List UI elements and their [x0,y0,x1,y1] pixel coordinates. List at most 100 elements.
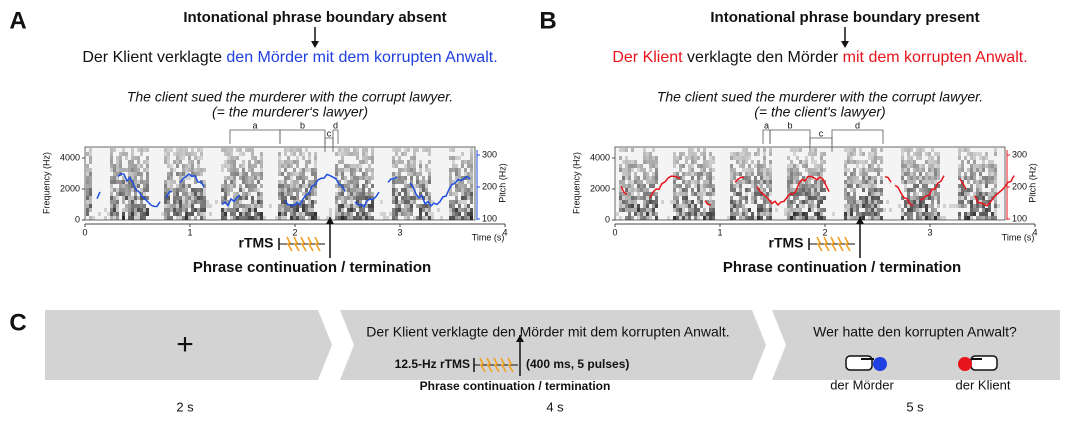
spectrogram-cell [856,212,859,216]
spectrogram-cell [877,204,880,208]
spectrogram-cell [350,180,353,184]
spectrogram-cell [730,164,733,168]
spectrogram-cell [796,196,799,200]
spectrogram-cell [290,164,293,168]
spectrogram-cell [973,212,976,216]
choice-dot[interactable] [873,357,887,371]
spectrogram-cell [356,164,359,168]
spectrogram-cell [970,156,973,160]
spectrogram-cell [137,172,140,176]
spectrogram-cell [634,176,637,180]
spectrogram-cell [619,188,622,192]
spectrogram-cell [820,200,823,204]
choice-dot[interactable] [958,357,972,371]
spectrogram-cell [338,160,341,164]
spectrogram-cell [314,184,317,188]
spectrogram-cell [143,148,146,152]
spectrogram-cell [242,168,245,172]
spectrogram-cell [395,160,398,164]
spectrogram-cell [802,204,805,208]
spectrogram-cell [365,160,368,164]
spectrogram-cell [805,188,808,192]
spectrogram-cell [907,204,910,208]
spectrogram-cell [979,212,982,216]
spectrogram-cell [122,168,125,172]
spectrogram-cell [649,152,652,156]
spectrogram-cell [467,188,470,192]
spectrogram-cell [925,152,928,156]
spectrogram-cell [754,192,757,196]
spectrogram-cell [182,168,185,172]
spectrogram-cell [287,164,290,168]
spectrogram-cell [676,196,679,200]
spectrogram-cell [655,172,658,176]
spectrogram-cell [769,160,772,164]
spectrogram-cell [428,196,431,200]
spectrogram-cell [248,192,251,196]
spectrogram-cell [919,172,922,176]
spectrogram-cell [673,164,676,168]
spectrogram-cell [688,208,691,212]
spectrogram-cell [110,208,113,212]
spectrogram-cell [440,216,443,220]
spectrogram-cell [230,216,233,220]
spectrogram-cell [350,164,353,168]
spectrogram-cell [691,160,694,164]
spectrogram-cell [646,212,649,216]
spectrogram-cell [245,148,248,152]
spectrogram-cell [143,188,146,192]
spectrogram-cell [808,204,811,208]
spectrogram-cell [625,204,628,208]
spectrogram-cell [365,148,368,152]
spectrogram-cell [643,156,646,160]
spectrogram-cell [676,216,679,220]
spectrogram-cell [314,160,317,164]
spectrogram-cell [880,168,883,172]
spectrogram-cell [416,148,419,152]
spectrogram-cell [413,172,416,176]
spectrogram-cell [880,176,883,180]
spectrogram-cell [143,184,146,188]
spectrogram-cell [296,180,299,184]
spectrogram-cell [814,188,817,192]
option-label[interactable]: der Klient [956,377,1011,392]
spectrogram-cell [688,204,691,208]
spectrogram-cell [865,208,868,212]
spectrogram-cell [754,196,757,200]
spectrogram-cell [730,216,733,220]
spectrogram-cell [784,208,787,212]
spectrogram-cell [679,204,682,208]
spectrogram-cell [371,200,374,204]
spectrogram-cell [646,180,649,184]
spectrogram-cell [904,188,907,192]
spectrogram-cell [113,188,116,192]
spectrogram-cell [188,192,191,196]
spectrogram-cell [194,200,197,204]
spectrogram-cell [164,216,167,220]
spectrogram-cell [314,164,317,168]
spectrogram-cell [982,196,985,200]
spectrogram-cell [706,160,709,164]
spectrogram-cell [757,168,760,172]
spectrogram-cell [392,164,395,168]
spectrogram-cell [164,188,167,192]
spectrogram-cell [407,164,410,168]
spectrogram-cell [652,148,655,152]
spectrogram-cell [254,156,257,160]
spectrogram-cell [236,192,239,196]
spectrogram-cell [167,180,170,184]
spectrogram-cell [805,168,808,172]
spectrogram-cell [314,168,317,172]
spectrogram-cell [470,196,473,200]
spectrogram-cell [817,212,820,216]
spectrogram-cell [886,200,889,204]
spectrogram-cell [844,148,847,152]
option-label[interactable]: der Mörder [830,377,894,392]
spectrogram-cell [344,216,347,220]
spectrogram-cell [299,184,302,188]
spectrogram-cell [242,212,245,216]
spectrogram-cell [628,212,631,216]
spectrogram-cell [392,208,395,212]
spectrogram-cell [796,188,799,192]
spectrogram-cell [164,196,167,200]
